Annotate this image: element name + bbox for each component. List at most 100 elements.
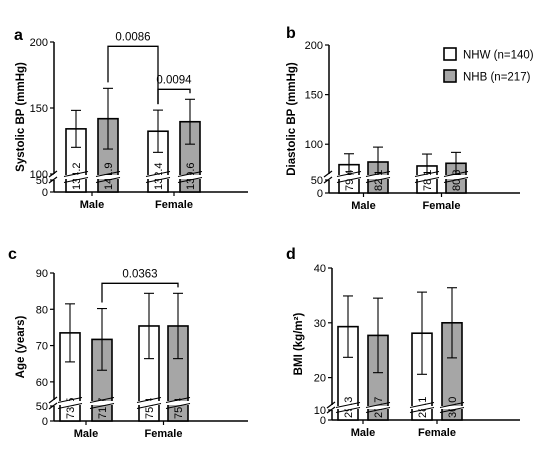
x-category-label: Male: [351, 427, 375, 439]
bar-break-mark: [409, 407, 435, 413]
bar-break-mark: [365, 171, 391, 177]
bar-break-gap: [167, 401, 189, 405]
y-tick-label: 150: [305, 90, 323, 102]
bar-break-mark: [443, 177, 469, 183]
significance-bracket: [101, 282, 179, 303]
x-category-label: Male: [351, 200, 375, 212]
x-category-label: Female: [423, 200, 461, 212]
bar-break-gap: [179, 175, 201, 179]
y-tick-label: 30: [314, 318, 326, 330]
legend-swatch-nhb: [443, 69, 457, 83]
bar-break-mark: [63, 171, 89, 177]
y-tick-label: 10: [314, 405, 326, 417]
x-category-label: Female: [418, 427, 456, 439]
bar-break-mark: [145, 177, 171, 183]
bar-break-mark: [439, 402, 465, 408]
legend-swatch-nhw: [443, 47, 457, 61]
panel-label-c: c: [8, 246, 17, 263]
bar-break-mark: [136, 397, 162, 403]
axis-break-mark: [326, 401, 336, 409]
bar-break-mark: [336, 177, 362, 183]
y-tick-label: 200: [30, 37, 48, 49]
bar-break-gap: [367, 175, 389, 179]
panel-label-d: d: [286, 246, 296, 263]
y-axis-label: Systolic BP (mmHg): [15, 62, 27, 172]
bar-break-mark: [165, 403, 191, 409]
x-category-label: Male: [74, 428, 98, 440]
bar-break-gap: [416, 175, 438, 179]
bar-break-mark: [443, 171, 469, 177]
bar-break-gap: [337, 406, 359, 409]
x-category-label: Male: [80, 199, 104, 211]
axis-break-mark: [323, 170, 333, 178]
legend-label-nhb: NHB (n=217): [463, 72, 531, 84]
bar-break-mark: [165, 397, 191, 403]
y-tick-label: 0: [42, 187, 48, 199]
bar-break-gap: [138, 401, 160, 405]
y-tick-label: 40: [314, 263, 326, 275]
y-tick-label: 0: [317, 188, 323, 200]
bar-break-mark: [57, 397, 83, 403]
significance-bracket: [157, 88, 191, 105]
y-tick-label: 50: [36, 401, 48, 413]
bar-break-mark: [365, 407, 391, 413]
y-tick-label: 50: [311, 175, 323, 187]
y-tick-label: 20: [314, 373, 326, 385]
bar-break-mark: [57, 403, 83, 409]
p-value-label: 0.0086: [115, 31, 150, 43]
y-tick-label: 200: [305, 40, 323, 52]
y-tick-label: 0: [42, 416, 48, 428]
significance-bracket: [107, 45, 159, 105]
y-tick-label: 60: [36, 377, 48, 389]
bar-break-mark: [409, 402, 435, 408]
bar-break-mark: [145, 171, 171, 177]
bar-break-mark: [365, 177, 391, 183]
legend-label-nhw: NHW (n=140): [463, 50, 534, 62]
bar-break-mark: [89, 403, 115, 409]
bar-break-mark: [177, 171, 203, 177]
bar-break-mark: [414, 171, 440, 177]
bar-break-mark: [335, 402, 361, 408]
bar-break-mark: [336, 171, 362, 177]
panel-label-a: a: [14, 27, 23, 44]
y-tick-label: 0: [320, 415, 326, 427]
bar-break-gap: [338, 175, 360, 179]
bar-break-mark: [177, 177, 203, 183]
bar-break-gap: [441, 406, 463, 409]
p-value-label: 0.0363: [122, 268, 157, 280]
legend: NHW (n=140) NHB (n=217): [443, 47, 534, 84]
bar-break-mark: [89, 397, 115, 403]
bar-break-mark: [414, 177, 440, 183]
bar-break-gap: [65, 175, 87, 179]
axis-break-mark: [48, 396, 58, 404]
bar-break-gap: [147, 175, 169, 179]
x-category-label: Female: [155, 199, 193, 211]
y-tick-label: 150: [30, 103, 48, 115]
bar-break-mark: [439, 407, 465, 413]
bar-break-mark: [335, 407, 361, 413]
y-axis-label: Diastolic BP (mmHg): [286, 62, 298, 176]
x-category-label: Female: [145, 428, 183, 440]
y-tick-label: 80: [36, 304, 48, 316]
bar-break-mark: [95, 177, 121, 183]
bar-break-gap: [97, 175, 119, 179]
bar-break-gap: [59, 401, 81, 405]
bar-break-mark: [136, 403, 162, 409]
bar-break-gap: [367, 406, 389, 409]
panel-label-b: b: [286, 25, 296, 42]
bar-break-gap: [445, 175, 467, 179]
y-tick-label: 50: [36, 175, 48, 187]
y-tick-label: 70: [36, 341, 48, 353]
y-tick-label: 90: [36, 268, 48, 280]
y-tick-label: 100: [305, 139, 323, 151]
bar-break-gap: [91, 401, 113, 405]
bar-break-mark: [365, 402, 391, 408]
y-axis-label: BMI (kg/m²): [293, 313, 305, 376]
bar-break-mark: [63, 177, 89, 183]
bar-break-gap: [411, 406, 433, 409]
